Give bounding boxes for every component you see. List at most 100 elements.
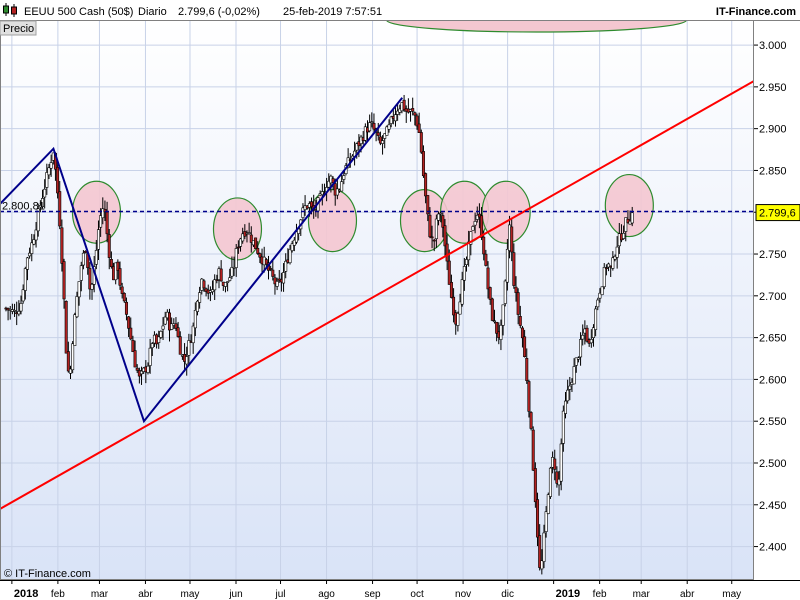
candle-body xyxy=(342,175,346,180)
candle-body xyxy=(456,313,460,326)
candle xyxy=(178,331,182,355)
candle-body xyxy=(393,114,397,122)
candle-body xyxy=(301,207,305,218)
candle xyxy=(368,114,372,133)
panel-label: Precio xyxy=(3,23,34,35)
candle xyxy=(548,466,552,499)
candle-body xyxy=(553,458,557,470)
candle xyxy=(574,357,578,373)
candle xyxy=(462,257,466,291)
candle xyxy=(94,239,98,270)
candle xyxy=(13,303,17,317)
candle xyxy=(531,426,535,471)
candle xyxy=(219,260,223,282)
candle xyxy=(473,212,477,234)
candle xyxy=(604,264,608,276)
candle-body xyxy=(596,299,600,308)
candle xyxy=(622,225,626,240)
candle-body xyxy=(28,252,32,257)
candle-body xyxy=(527,381,531,412)
candle-body xyxy=(191,325,195,344)
candle-body xyxy=(449,282,453,298)
candle-body xyxy=(168,312,172,331)
hline-label: 2.800,81 xyxy=(2,201,45,213)
candle xyxy=(424,172,428,204)
candle-body xyxy=(185,356,189,365)
candle xyxy=(60,219,64,272)
candle-body xyxy=(510,226,514,253)
candle-body xyxy=(538,535,542,568)
candle-body xyxy=(107,234,111,258)
x-tick-label: 2019 xyxy=(556,588,580,600)
candle-body xyxy=(548,467,552,497)
y-tick-label: 2.550 xyxy=(759,416,787,428)
candle-body xyxy=(275,281,279,287)
candle xyxy=(258,252,262,263)
candle-body xyxy=(45,172,49,188)
candle xyxy=(288,244,292,265)
candle-body xyxy=(503,280,507,304)
candle xyxy=(385,125,389,136)
candle xyxy=(129,317,133,341)
candle-body xyxy=(546,494,550,514)
candle-body xyxy=(613,255,617,260)
candle xyxy=(254,237,258,249)
candle-body xyxy=(32,239,36,245)
candle xyxy=(133,340,137,368)
candle-body xyxy=(434,218,438,240)
candle-body xyxy=(202,280,206,289)
candle-body xyxy=(523,336,527,357)
candle xyxy=(226,281,230,292)
candle xyxy=(596,297,600,311)
candle-body xyxy=(127,316,131,329)
candle xyxy=(607,262,611,272)
candle xyxy=(249,226,253,253)
candle-body xyxy=(135,367,139,371)
x-tick-label: nov xyxy=(455,589,471,600)
candle xyxy=(624,217,628,242)
candle-body xyxy=(133,350,137,368)
candle-body xyxy=(624,217,628,232)
candle-body xyxy=(211,289,215,293)
candle-body xyxy=(249,234,253,243)
candle xyxy=(88,262,92,300)
candle-body xyxy=(611,257,615,269)
candle xyxy=(116,259,120,280)
candle-body xyxy=(415,115,419,127)
candle-body xyxy=(563,400,567,414)
candle xyxy=(568,376,572,401)
candle-body xyxy=(178,336,182,355)
candle xyxy=(363,123,367,143)
candle-body xyxy=(66,351,70,372)
candle-body xyxy=(96,229,100,250)
candle xyxy=(234,243,238,277)
candle xyxy=(223,281,227,293)
candle-body xyxy=(290,243,294,251)
y-tick-label: 2.600 xyxy=(759,374,787,386)
candle xyxy=(71,341,75,374)
candle xyxy=(101,197,105,225)
candle-body xyxy=(531,429,535,471)
candle-body xyxy=(335,188,339,196)
hline-value-label: 2.800,81 xyxy=(2,201,45,213)
candle xyxy=(122,292,126,303)
y-tick-label: 2.650 xyxy=(759,333,787,345)
candle-body xyxy=(492,320,496,323)
candle-body xyxy=(116,261,120,271)
candle xyxy=(546,492,550,515)
price-marker-label: 2.799,6 xyxy=(759,208,796,220)
candle xyxy=(544,506,548,538)
candle-body xyxy=(90,284,94,290)
candle-body xyxy=(499,324,503,340)
candle-body xyxy=(437,213,441,221)
candle xyxy=(458,293,462,315)
brand-name: IT-Finance.com xyxy=(716,6,796,18)
candle xyxy=(566,379,570,404)
candle-body xyxy=(105,211,109,235)
candle-body xyxy=(241,233,245,242)
candle-body xyxy=(21,289,25,302)
candle xyxy=(439,211,443,223)
candle-body xyxy=(460,279,464,305)
candle-body xyxy=(484,253,488,266)
